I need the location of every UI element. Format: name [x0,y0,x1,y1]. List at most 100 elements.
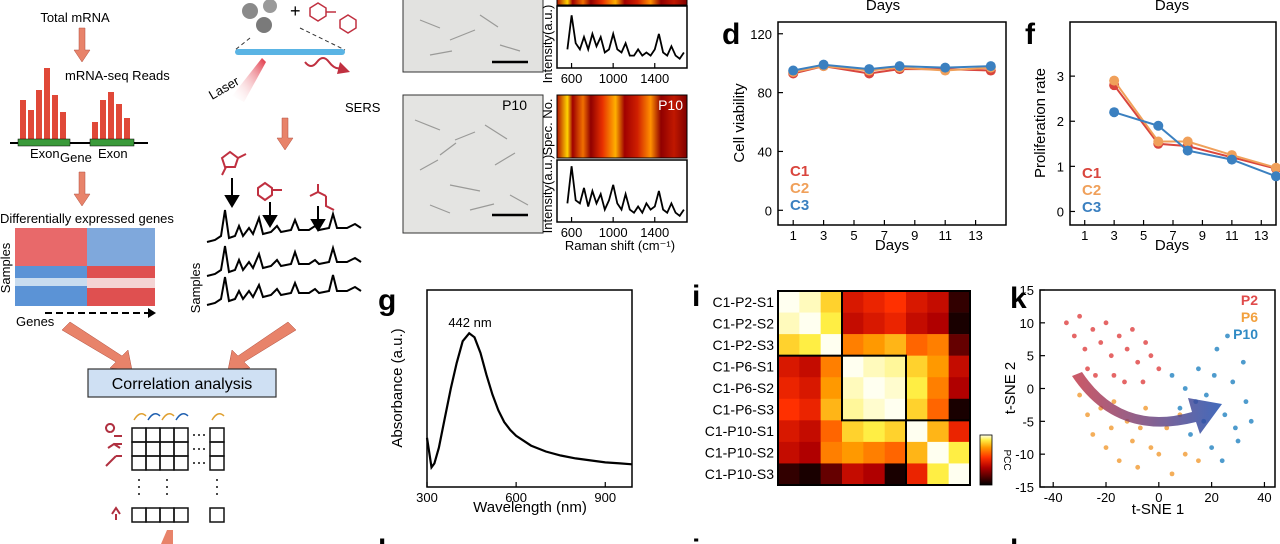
x-tick-label: 1 [1081,228,1088,243]
shape [209,455,225,471]
heatmap-cell [778,355,800,378]
arrow [161,530,173,544]
heatmap-cell [863,334,885,356]
heatmap-cell [948,398,971,421]
point [1111,399,1117,405]
point [1093,372,1098,378]
label: Gene [60,150,92,165]
shape [92,122,98,142]
label: Genes [16,314,55,329]
arrow [227,321,297,371]
point [1090,432,1096,437]
point [1103,445,1109,450]
heatmap-cell [820,377,843,400]
shape [15,278,87,286]
label: Samples [188,262,203,313]
heatmap-cell [948,420,971,443]
marker [940,62,951,73]
molecule [309,184,335,211]
heatmap-cell [948,463,971,486]
y-tick-label: 0 [1057,204,1064,219]
y-tick-label: 80 [758,86,772,101]
shape [133,413,147,421]
x-tick-label: 1400 [640,225,669,240]
label: P10 [502,97,527,113]
point [1085,366,1090,372]
label: Total mRNA [40,10,110,25]
row-label: C1-P2-S2 [713,315,775,331]
heatmap-cell [799,334,821,356]
shape [145,455,161,471]
heatmap-cell [927,398,949,421]
row-label: C1-P2-S1 [713,294,775,310]
point [1090,327,1096,332]
heatmap-cell [799,398,821,421]
shape [36,90,42,142]
marker [1153,120,1164,131]
panel-letter: k [1010,282,1027,315]
heatmap-cell [799,312,821,335]
heatmap-cell [927,441,949,464]
shape [203,434,205,436]
colorbar-label: PCC [1001,449,1012,470]
y-tick-label: 15 [1020,283,1034,298]
marker [1109,107,1120,118]
shape [138,479,140,481]
row-label: C1-P6-S3 [713,402,775,418]
heatmap-cell [863,377,885,400]
shape [159,427,175,443]
legend-label: P6 [1241,309,1258,325]
y-tick-label: 0 [765,203,772,218]
cells [414,14,529,214]
heatmap-cell [906,441,928,464]
plot-frame [556,159,688,223]
x-tick-label: 600 [561,225,583,240]
line [793,63,991,72]
x-tick-label: 600 [505,490,527,505]
x-axis-label: Wavelength (nm) [473,499,587,516]
point [1098,340,1104,345]
column-icons [133,413,225,421]
shape [100,100,106,142]
label: Samples [0,242,13,293]
shape [124,118,130,142]
point [1203,392,1209,398]
marker [1182,136,1193,147]
heatmap-cell [927,355,949,378]
heatmap-cell [778,334,800,356]
box [87,368,277,398]
molecule [257,181,282,202]
row-label: C1-P6-S2 [713,380,775,396]
x-tick-label: 20 [1204,490,1218,505]
heatmap-cell [884,291,907,313]
micrograph [402,0,544,73]
heatmap-cell [948,312,971,335]
point [1240,359,1246,365]
panel-letter: d [722,18,740,51]
shape [52,95,58,142]
point [1148,445,1154,450]
point [1140,379,1146,385]
shape [166,486,168,488]
heatmap-cell [906,355,928,378]
x-tick-label: 40 [1257,490,1271,505]
panel-letter: f [1025,18,1036,51]
point [1209,445,1215,450]
marker [1153,136,1164,147]
point [1182,451,1188,457]
shape [131,441,147,457]
shape [262,215,278,228]
line [793,65,991,73]
substrate [235,49,345,55]
heatmap-cell [927,377,949,400]
heatmap-cell [778,377,800,400]
x-tick-label: 13 [968,228,982,243]
point [1085,412,1090,418]
heatmap-cell [927,420,949,443]
shape [15,228,87,266]
heatmap-cell [906,377,928,400]
shape [44,68,50,142]
y-tick-label: -5 [1022,414,1034,429]
line [425,331,633,471]
x-tick-label: 11 [938,228,952,243]
